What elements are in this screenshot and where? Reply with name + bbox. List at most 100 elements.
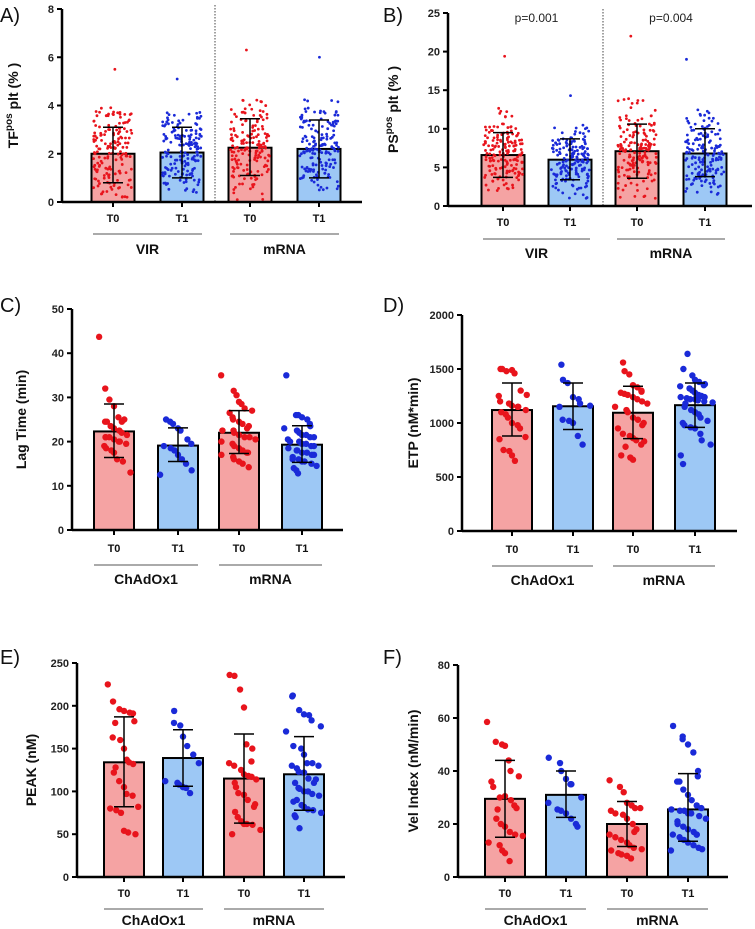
data-point bbox=[569, 94, 572, 98]
data-point bbox=[487, 130, 491, 134]
data-point bbox=[698, 845, 706, 853]
data-point bbox=[562, 156, 566, 160]
data-point bbox=[245, 141, 248, 145]
data-point bbox=[508, 452, 516, 459]
data-point bbox=[494, 167, 498, 171]
data-point bbox=[120, 195, 124, 199]
data-point bbox=[496, 133, 500, 137]
data-point bbox=[109, 106, 113, 110]
data-point bbox=[310, 148, 314, 152]
data-point bbox=[574, 158, 578, 162]
x-tick-label: T1 bbox=[172, 543, 185, 555]
data-point bbox=[504, 414, 512, 421]
data-point bbox=[587, 168, 591, 172]
data-point bbox=[624, 114, 628, 118]
data-point bbox=[194, 129, 198, 133]
data-point bbox=[629, 148, 633, 152]
data-point bbox=[132, 831, 139, 838]
data-point bbox=[632, 133, 635, 137]
data-point bbox=[291, 779, 299, 787]
data-point bbox=[516, 131, 520, 135]
data-point bbox=[685, 150, 689, 154]
data-point bbox=[643, 194, 647, 198]
data-point bbox=[165, 120, 169, 124]
data-point bbox=[545, 799, 552, 806]
data-point bbox=[232, 188, 236, 191]
p-value-label: p=0.001 bbox=[515, 11, 559, 25]
data-point bbox=[241, 182, 244, 186]
data-point bbox=[507, 144, 511, 148]
data-point bbox=[233, 146, 237, 150]
panel-label: B) bbox=[383, 5, 403, 27]
data-point bbox=[519, 153, 523, 157]
data-point bbox=[232, 167, 236, 171]
data-point bbox=[329, 162, 333, 166]
data-point bbox=[652, 137, 656, 141]
data-point bbox=[511, 457, 519, 464]
data-point bbox=[190, 751, 197, 758]
y-tick-label: 50 bbox=[52, 304, 64, 316]
data-point bbox=[117, 736, 124, 744]
data-point bbox=[513, 139, 517, 143]
data-point bbox=[110, 187, 114, 191]
data-point bbox=[580, 144, 584, 148]
data-point bbox=[234, 154, 238, 158]
data-point bbox=[336, 119, 340, 123]
data-point bbox=[186, 157, 190, 160]
data-point bbox=[315, 762, 322, 769]
y-tick-label: 0 bbox=[63, 872, 69, 884]
data-point bbox=[332, 133, 336, 137]
data-point bbox=[701, 173, 705, 177]
data-point bbox=[622, 173, 626, 177]
data-point bbox=[310, 156, 314, 160]
data-point bbox=[256, 169, 260, 173]
y-tick-label: 4 bbox=[48, 101, 55, 113]
data-point bbox=[490, 156, 494, 160]
x-tick-label: T1 bbox=[699, 217, 712, 229]
data-point bbox=[552, 150, 555, 154]
data-point bbox=[520, 138, 524, 142]
data-point bbox=[97, 155, 101, 159]
data-point bbox=[102, 176, 106, 180]
data-point bbox=[560, 131, 564, 135]
data-point bbox=[95, 170, 99, 174]
data-point bbox=[637, 804, 644, 812]
data-point bbox=[173, 134, 177, 137]
data-point bbox=[258, 151, 262, 155]
data-point bbox=[169, 140, 173, 144]
data-point bbox=[488, 125, 492, 129]
data-point bbox=[188, 138, 192, 141]
data-point bbox=[289, 456, 296, 463]
data-point bbox=[253, 776, 260, 783]
data-point bbox=[495, 141, 499, 145]
data-point bbox=[693, 176, 697, 180]
data-point bbox=[486, 136, 489, 140]
data-point bbox=[165, 111, 169, 115]
data-point bbox=[622, 130, 626, 134]
data-point bbox=[558, 147, 562, 151]
data-point bbox=[516, 155, 519, 159]
y-tick-label: 8 bbox=[48, 4, 54, 16]
data-point bbox=[709, 399, 716, 406]
data-point bbox=[245, 464, 252, 471]
data-point bbox=[586, 159, 590, 163]
data-point bbox=[584, 181, 588, 185]
data-point bbox=[193, 145, 197, 149]
data-point bbox=[177, 722, 184, 729]
data-point bbox=[93, 152, 97, 156]
data-point bbox=[572, 139, 576, 143]
data-point bbox=[244, 796, 251, 804]
data-point bbox=[261, 110, 265, 113]
data-point bbox=[635, 101, 639, 105]
data-point bbox=[188, 173, 192, 177]
data-point bbox=[185, 173, 189, 177]
data-point bbox=[492, 153, 496, 157]
data-point bbox=[195, 150, 198, 154]
data-point bbox=[649, 114, 653, 118]
data-point bbox=[508, 158, 512, 162]
data-point bbox=[295, 706, 303, 714]
data-point bbox=[128, 178, 132, 182]
error-bar bbox=[114, 716, 134, 808]
data-point bbox=[328, 122, 332, 125]
data-point bbox=[230, 174, 234, 178]
